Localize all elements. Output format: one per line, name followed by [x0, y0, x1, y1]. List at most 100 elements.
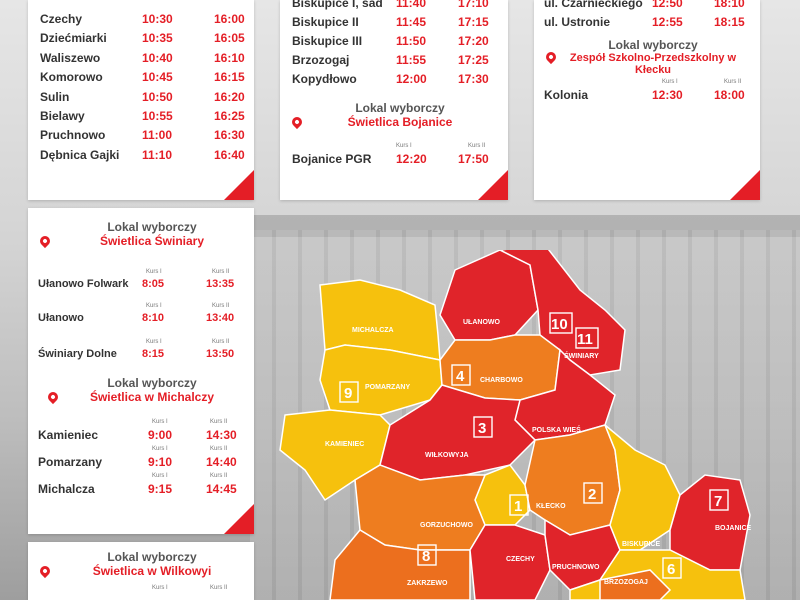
polling-station-name: Świetlica w Wilkowyi — [92, 564, 212, 578]
district-number-box — [575, 327, 599, 349]
departure-time-kurs-1: 12:55 — [652, 15, 683, 29]
departure-time-kurs-2: 16:10 — [214, 51, 245, 65]
departure-time-kurs-2: 16:20 — [214, 90, 245, 104]
polling-station-label: Lokal wyborczy — [608, 38, 698, 52]
region-label: CZECHY — [506, 556, 535, 563]
region-label: GORZUCHOWO — [420, 522, 473, 529]
departure-time-kurs-1: 10:45 — [142, 70, 173, 84]
kurs-2-label: Kurs II — [212, 339, 230, 345]
polling-station-name: Świetlica Bojanice — [347, 115, 453, 129]
village-name: Kamieniec — [38, 428, 99, 442]
village-name: Dziećmiarki — [40, 31, 107, 45]
departure-time-kurs-2: 16:00 — [214, 12, 245, 26]
region-label: POMARZANY — [365, 384, 410, 391]
region-label: PRUCHNOWO — [552, 564, 600, 571]
kurs-1-label: Kurs I — [146, 339, 162, 345]
polling-station-header: Lokal wyborczy Zespół Szkolno-Przedszkol… — [558, 38, 748, 76]
kurs-1-label: Kurs I — [152, 446, 168, 452]
village-name: Sulin — [40, 90, 70, 104]
village-name: Waliszewo — [40, 51, 101, 65]
district-number: 10 — [551, 316, 568, 333]
departure-time-kurs-1: 8:10 — [142, 312, 165, 324]
polling-station-label: Lokal wyborczy — [107, 220, 197, 234]
polling-station-name: Świetlica Świniary — [99, 234, 205, 248]
district-number: 11 — [577, 331, 593, 348]
departure-time-kurs-1: 9:10 — [148, 455, 173, 469]
departure-time-kurs-1: 12:20 — [396, 152, 427, 166]
region-label: ZAKRZEWO — [407, 580, 448, 587]
location-pin-icon — [543, 49, 559, 65]
kurs-2-label: Kurs II — [724, 79, 742, 85]
village-name: Bielawy — [40, 109, 85, 123]
departure-time-kurs-1: 9:15 — [148, 482, 173, 496]
polling-station-header: Lokal wyborczy Świetlica Świniary — [52, 220, 252, 248]
card-corner-decoration — [224, 170, 254, 200]
village-name: Brzozogaj — [292, 53, 350, 67]
departure-time-kurs-1: 12:30 — [652, 88, 683, 102]
departure-time-kurs-1: 10:35 — [142, 31, 173, 45]
departure-time-kurs-1: 11:45 — [396, 15, 427, 29]
region-klecko — [524, 424, 621, 536]
departure-time-kurs-1: 9:00 — [148, 428, 173, 442]
village-name: Czechy — [40, 12, 83, 26]
departure-time-kurs-2: 17:30 — [458, 72, 489, 86]
location-pin-icon — [37, 563, 53, 579]
kurs-1-label: Kurs I — [152, 473, 168, 479]
departure-time-kurs-2: 18:10 — [714, 0, 745, 10]
polling-station-header: Lokal wyborczy Świetlica w Michalczy — [52, 376, 252, 404]
village-name: Pomarzany — [38, 455, 103, 469]
kurs-1-label: Kurs I — [152, 585, 168, 591]
region-map: MICHALCZA POMARZANY KAMIENIEC UŁANOWO CH… — [279, 250, 752, 600]
region-label: KŁECKO — [536, 503, 566, 510]
polling-station-label: Lokal wyborczy — [107, 376, 197, 390]
region-label: UŁANOWO — [463, 319, 500, 326]
village-name: Kolonia — [544, 88, 588, 102]
region-label: BISKUPICE — [622, 541, 660, 548]
card-corner-decoration — [730, 170, 760, 200]
village-name: Komorowo — [40, 70, 103, 84]
departure-time-kurs-2: 17:20 — [458, 34, 489, 48]
region-label: BRZOZOGAJ — [604, 579, 648, 586]
departure-time-kurs-2: 16:15 — [214, 70, 245, 84]
card-top-middle: Biskupice I, sad 11:40 17:10 Biskupice II 1… — [280, 0, 508, 200]
departure-time-kurs-2: 16:05 — [214, 31, 245, 45]
kurs-2-label: Kurs II — [210, 473, 228, 479]
village-name: Bojanice PGR — [292, 152, 372, 166]
village-name: Ułanowo Folwark — [38, 278, 129, 290]
departure-time-kurs-2: 14:30 — [206, 428, 237, 442]
district-number-box — [662, 557, 682, 579]
region-label: CHARBOWO — [480, 377, 523, 384]
village-name: Biskupice III — [292, 34, 363, 48]
district-number-box — [451, 364, 471, 386]
kurs-2-label: Kurs II — [210, 419, 228, 425]
region-ulanowo — [439, 250, 539, 341]
departure-time-kurs-1: 8:05 — [142, 278, 165, 290]
departure-time-kurs-2: 13:40 — [206, 312, 235, 324]
card-top-left: Czechy 10:30 16:00 Dziećmiarki 10:35 16:05 W… — [28, 0, 254, 200]
departure-time-kurs-1: 12:50 — [652, 0, 683, 10]
region-label: BOJANICE — [715, 525, 752, 532]
departure-time-kurs-1: 11:40 — [396, 0, 427, 10]
district-number: 1 — [514, 498, 522, 515]
village-name: Świniary Dolne — [38, 348, 117, 360]
kurs-2-label: Kurs II — [468, 143, 486, 149]
polling-station-name: Zespół Szkolno-Przedszkolny w Kłecku — [569, 52, 737, 76]
district-number-box — [509, 494, 529, 516]
departure-time-kurs-1: 10:30 — [142, 12, 173, 26]
kurs-2-label: Kurs II — [210, 446, 228, 452]
departure-time-kurs-2: 16:25 — [214, 109, 245, 123]
district-number-box — [583, 482, 603, 504]
kurs-1-label: Kurs I — [146, 303, 162, 309]
village-name: ul. Ustronie — [544, 15, 611, 29]
departure-time-kurs-1: 12:00 — [396, 72, 427, 86]
village-name: Kopydłowo — [292, 72, 357, 86]
district-number: 9 — [344, 385, 352, 402]
departure-time-kurs-2: 17:25 — [458, 53, 489, 67]
departure-time-kurs-1: 11:10 — [142, 148, 173, 162]
region-label: ŚWINIARY — [564, 351, 599, 360]
kurs-2-label: Kurs II — [212, 303, 230, 309]
district-number-box — [417, 544, 437, 566]
village-name: Ułanowo — [38, 312, 84, 324]
polling-station-header: Lokal wyborczy Świetlica w Wilkowyi — [52, 550, 252, 578]
departure-time-kurs-2: 16:30 — [214, 128, 245, 142]
